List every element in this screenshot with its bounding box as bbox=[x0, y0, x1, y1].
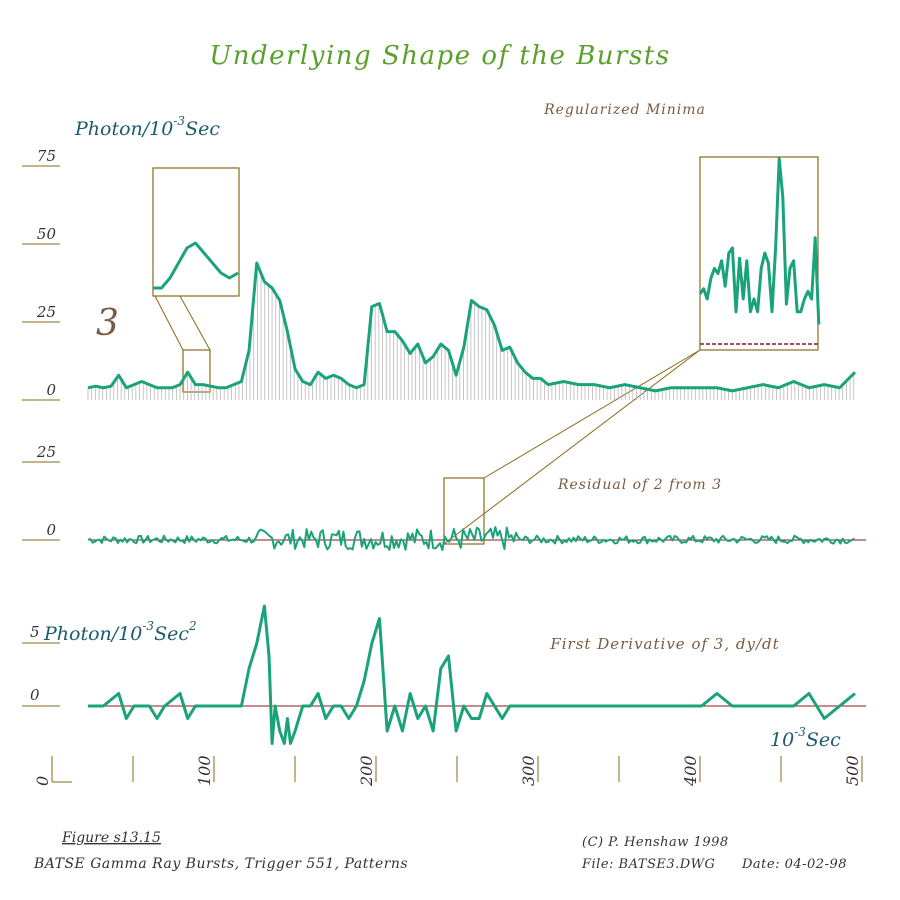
file-date: Date: 04-02-98 bbox=[741, 857, 847, 872]
residual-source-box bbox=[443, 477, 485, 545]
x-tick-label-200: 200 bbox=[357, 755, 376, 787]
curve-label-3: 3 bbox=[96, 303, 119, 344]
top-ylabel-exp: -3 bbox=[173, 114, 185, 128]
mid-ytick-label-0: 0 bbox=[46, 521, 56, 539]
x-unit-label: 10-3Sec bbox=[770, 725, 841, 751]
mid-ytick-label-25: 25 bbox=[36, 443, 56, 461]
top-ytick-label-50: 50 bbox=[37, 225, 57, 243]
middle-annotation: Residual of 2 from 3 bbox=[557, 477, 722, 493]
top-ytick-label-25: 25 bbox=[36, 303, 56, 321]
series-regularized-minima bbox=[87, 261, 857, 393]
bottom-ylabel-exp: -3 bbox=[142, 619, 154, 633]
bottom-annotation: First Derivative of 3, dy/dt bbox=[549, 635, 779, 653]
top-annotation: Regularized Minima bbox=[543, 102, 706, 118]
x-tick-label-0: 0 bbox=[33, 776, 52, 786]
top-ylabel: Photon/10-3Sec bbox=[74, 114, 220, 140]
residual-connector-a bbox=[483, 349, 701, 479]
inset-left-connector-a bbox=[154, 295, 184, 351]
top-ytick-label-0: 0 bbox=[46, 381, 56, 399]
top-ytick-label-75: 75 bbox=[37, 147, 56, 165]
series-first-derivative bbox=[88, 604, 856, 745]
series-inset-left bbox=[153, 241, 239, 290]
bottom-ylabel-prefix: Photon/10 bbox=[43, 623, 142, 645]
bottom-ylabel: Photon/10-3Sec2 bbox=[43, 619, 197, 645]
x-tick-label-300: 300 bbox=[519, 755, 538, 786]
inset-right-box bbox=[699, 156, 819, 351]
copyright: (C) P. Henshaw 1998 bbox=[582, 835, 729, 850]
x-tick-label-400: 400 bbox=[681, 755, 700, 787]
figure-caption: BATSE Gamma Ray Bursts, Trigger 551, Pat… bbox=[33, 856, 408, 872]
series-layer bbox=[87, 157, 857, 745]
x-tick-label-100: 100 bbox=[195, 755, 214, 786]
series-residual bbox=[87, 526, 855, 552]
bottom-ylabel-suffix: Sec bbox=[154, 623, 189, 645]
figure-number: Figure s13.15 bbox=[61, 830, 161, 846]
inset-left-connector-b bbox=[179, 295, 211, 351]
bot-ytick-label-5: 5 bbox=[30, 623, 40, 641]
x-unit-suffix: Sec bbox=[806, 729, 841, 751]
x-tick-label-500: 500 bbox=[843, 755, 862, 786]
x-unit-exp: -3 bbox=[794, 725, 806, 739]
top-ylabel-prefix: Photon/10 bbox=[74, 118, 173, 140]
chart-title: Underlying Shape of the Bursts bbox=[209, 41, 670, 71]
inset-left-source-box bbox=[182, 349, 211, 393]
x-unit-prefix: 10 bbox=[770, 729, 794, 751]
bot-ytick-label-0: 0 bbox=[30, 686, 40, 704]
series-inset-right bbox=[698, 157, 821, 325]
top-ylabel-suffix: Sec bbox=[185, 118, 220, 140]
bottom-ylabel-exp2: 2 bbox=[188, 619, 197, 633]
residual-connector-b bbox=[443, 349, 701, 545]
file-name: File: BATSE3.DWG bbox=[581, 857, 715, 872]
